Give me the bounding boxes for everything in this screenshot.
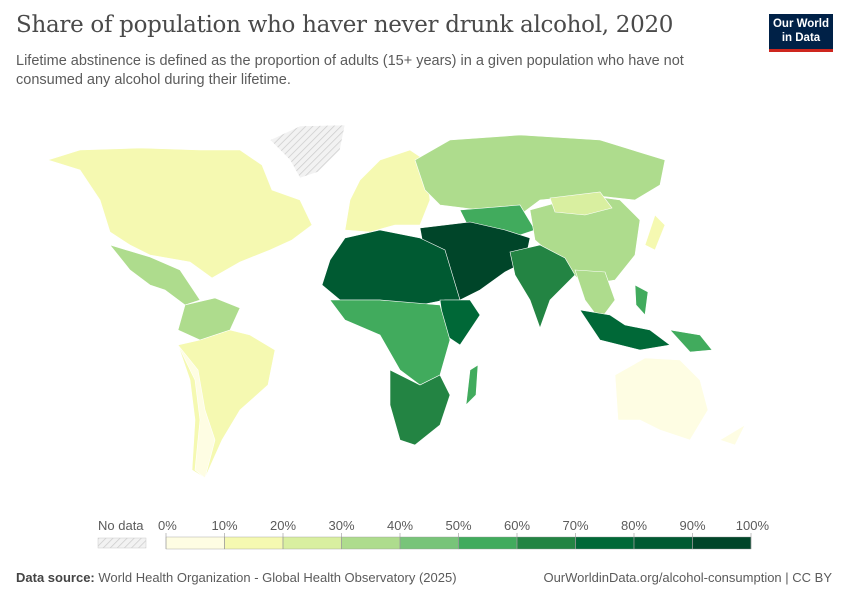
legend-tick-label: 90%	[679, 518, 705, 533]
legend-bin[interactable]	[341, 536, 401, 550]
region-southeast-asia[interactable]	[574, 269, 616, 321]
page-title: Share of population who haver never drun…	[16, 12, 674, 38]
region-philippines[interactable]	[634, 284, 649, 316]
legend-tick-label: 0%	[158, 518, 177, 533]
region-indonesia[interactable]	[579, 309, 671, 351]
region-new-zealand[interactable]	[719, 424, 746, 446]
page-subtitle: Lifetime abstinence is defined as the pr…	[16, 53, 684, 88]
region-mexico-central-america[interactable]	[109, 244, 201, 306]
color-legend: No data 0% 10% 20% 30% 40% 50% 60% 70% 80% 90% 100…	[97, 518, 770, 550]
legend-bin[interactable]	[282, 536, 342, 550]
region-north-america[interactable]	[46, 147, 313, 279]
legend-bin[interactable]	[633, 536, 693, 550]
legend-tick-label: 50%	[445, 518, 471, 533]
data-source: Data source: World Health Organization -…	[16, 570, 457, 585]
legend-tick-label: 70%	[562, 518, 588, 533]
legend-tick-label: 10%	[211, 518, 237, 533]
region-greenland[interactable]	[269, 124, 346, 179]
legend-bin[interactable]	[575, 536, 635, 550]
region-australia[interactable]	[614, 357, 709, 441]
legend-tick-label: 40%	[387, 518, 413, 533]
legend-no-data-label: No data	[98, 518, 144, 533]
world-map	[46, 124, 746, 479]
legend-bin[interactable]	[399, 536, 459, 550]
legend-tick-label: 30%	[328, 518, 354, 533]
legend-bin[interactable]	[458, 536, 518, 550]
legend-bin[interactable]	[516, 536, 576, 550]
source-text: World Health Organization - Global Healt…	[98, 570, 457, 585]
region-mongolia[interactable]	[549, 191, 613, 216]
legend-bin[interactable]	[165, 536, 225, 550]
logo-line-2: in Data	[781, 32, 821, 44]
region-southern-cone[interactable]	[177, 344, 216, 479]
region-madagascar[interactable]	[465, 364, 479, 406]
legend-tick-label: 100%	[736, 518, 770, 533]
legend-no-data-swatch[interactable]	[97, 537, 147, 549]
source-url[interactable]: OurWorldinData.org/alcohol-consumption |…	[543, 570, 832, 585]
source-label: Data source:	[16, 570, 95, 585]
legend-tick-label: 80%	[621, 518, 647, 533]
region-papua[interactable]	[669, 329, 713, 353]
region-japan[interactable]	[644, 214, 666, 251]
legend-bin[interactable]	[224, 536, 284, 550]
legend-bin[interactable]	[692, 536, 752, 550]
owid-logo[interactable]: Our World in Data	[769, 14, 833, 52]
legend-tick-label: 20%	[270, 518, 296, 533]
legend-tick-label: 60%	[504, 518, 530, 533]
logo-line-1: Our World	[772, 18, 829, 30]
region-southern-africa[interactable]	[389, 369, 451, 446]
region-india[interactable]	[509, 244, 576, 329]
